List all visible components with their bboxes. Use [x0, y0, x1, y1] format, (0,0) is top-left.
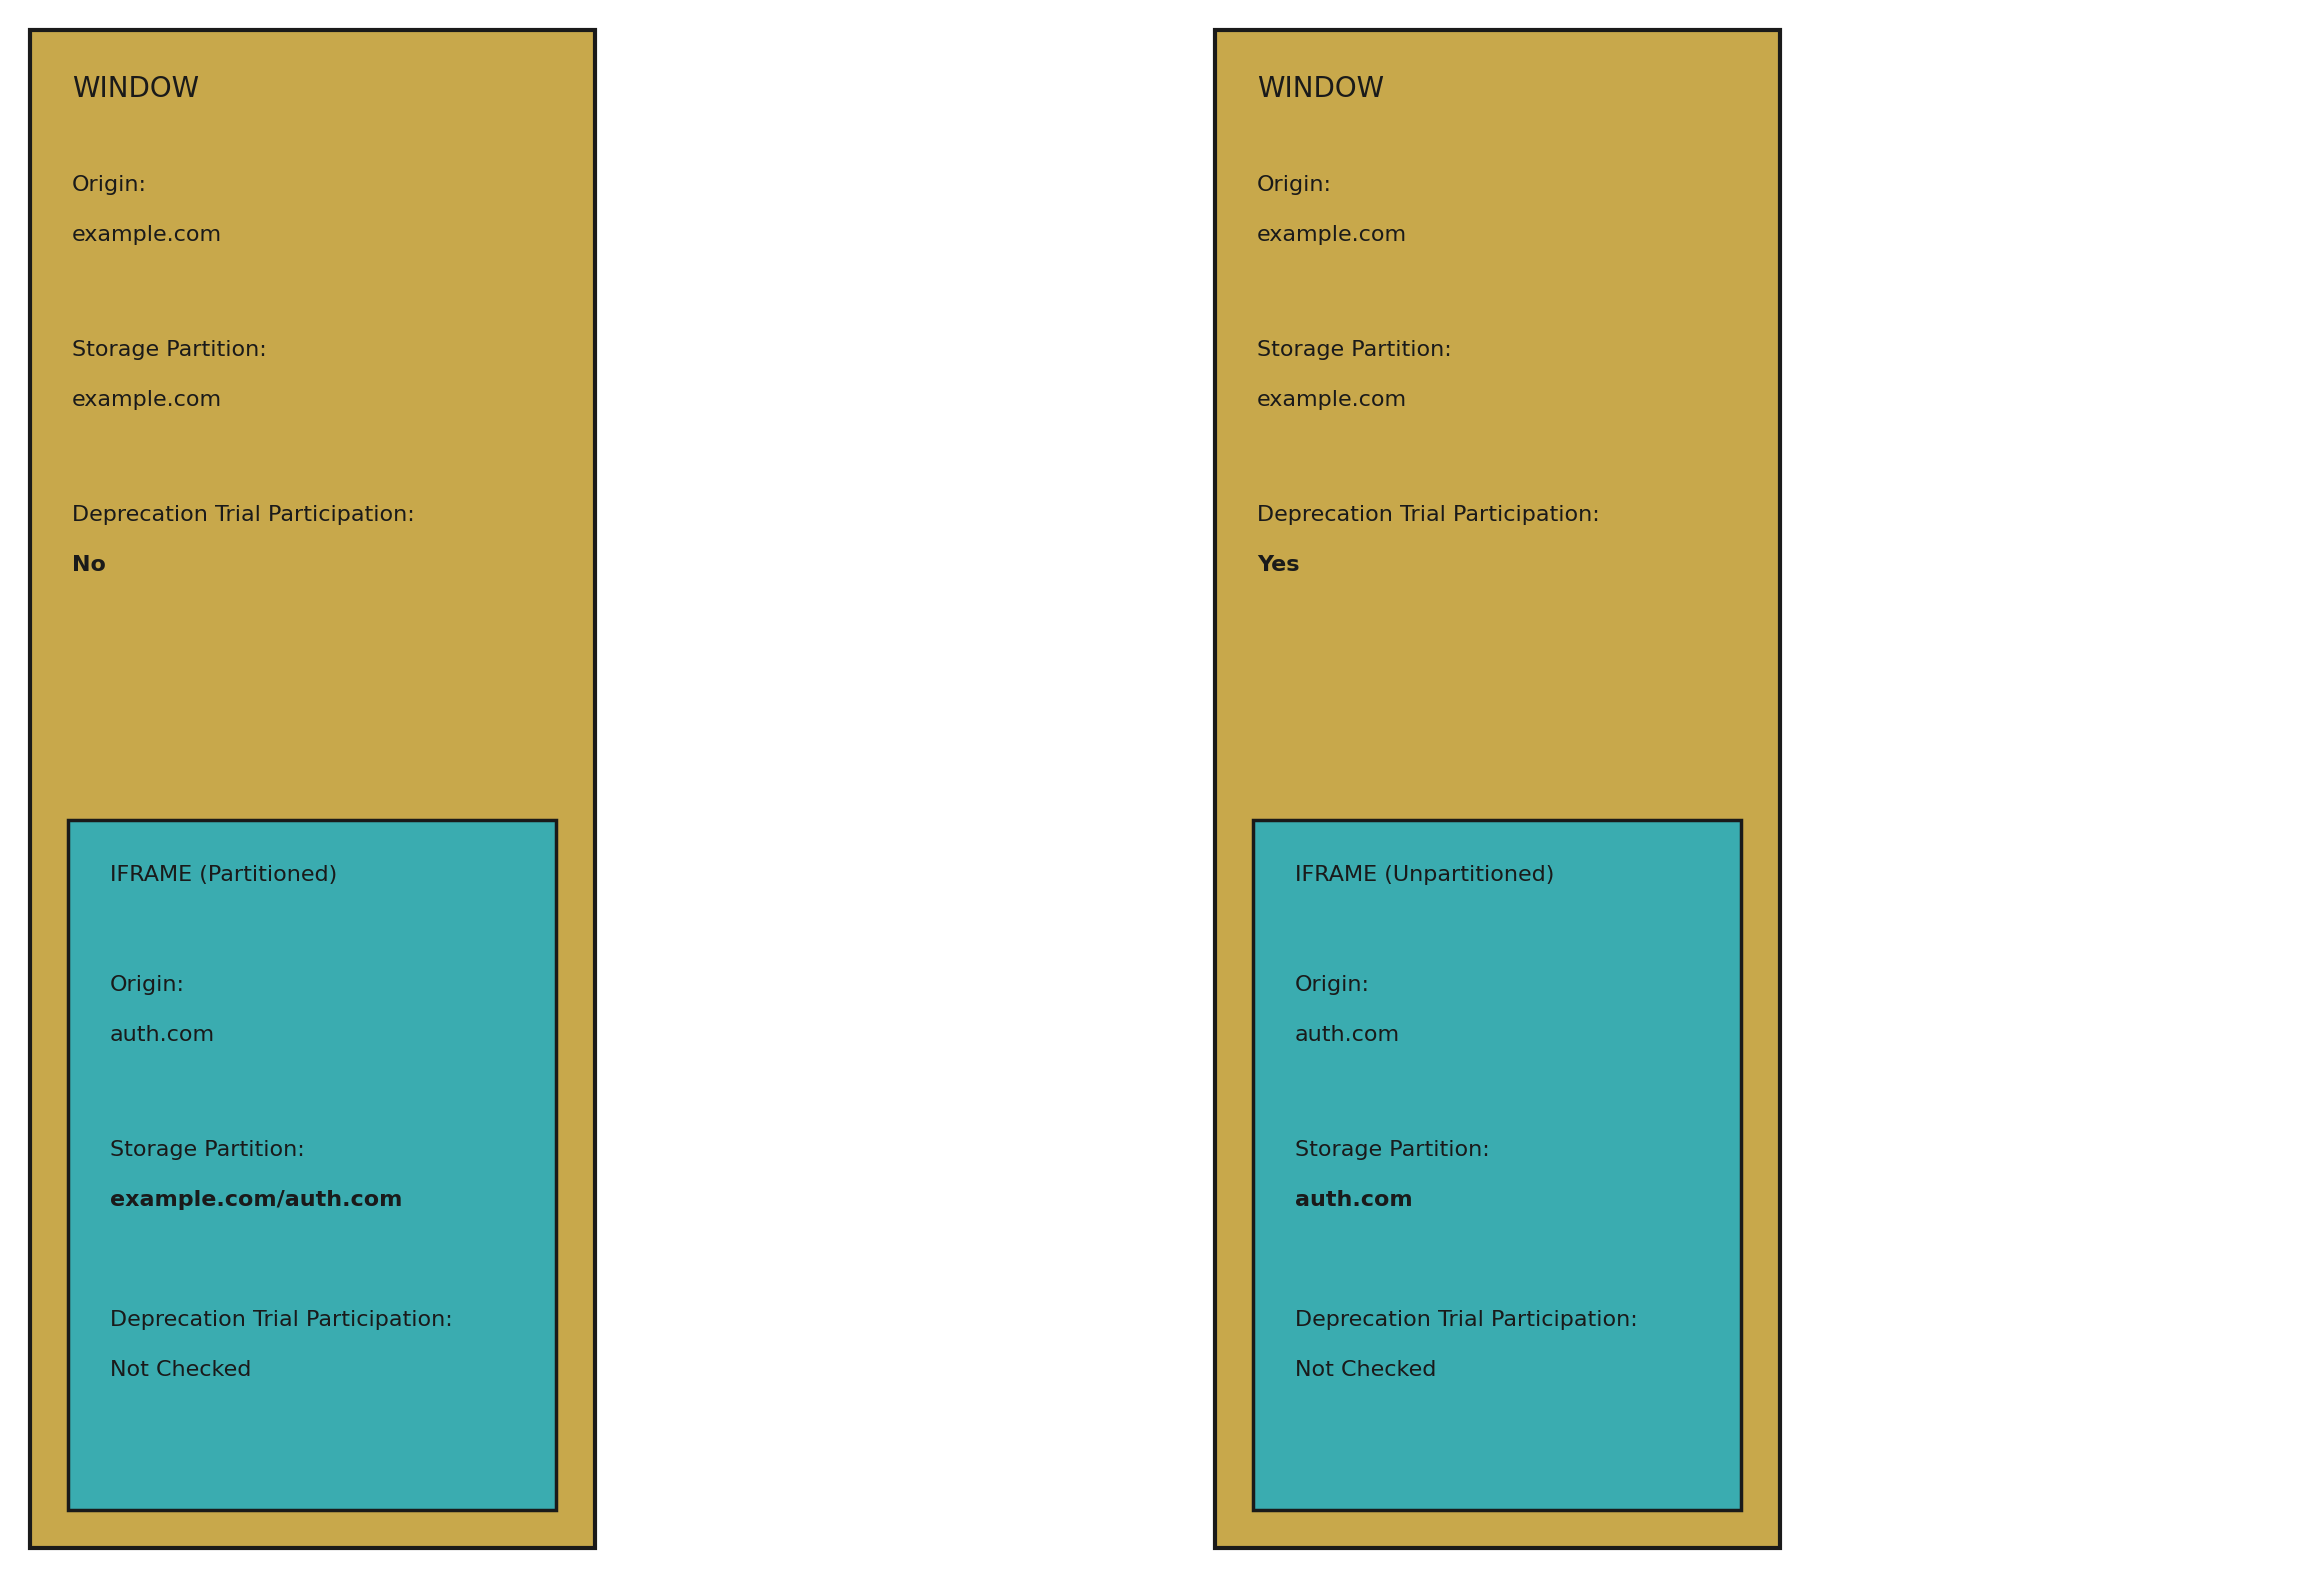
Text: example.com: example.com — [72, 226, 223, 245]
Text: Storage Partition:: Storage Partition: — [72, 339, 267, 360]
Text: IFRAME (Unpartitioned): IFRAME (Unpartitioned) — [1296, 865, 1553, 885]
Text: Deprecation Trial Participation:: Deprecation Trial Participation: — [1296, 1310, 1637, 1330]
Bar — [67, 821, 555, 1510]
Text: auth.com: auth.com — [1296, 1026, 1400, 1045]
Text: Deprecation Trial Participation:: Deprecation Trial Participation: — [72, 505, 416, 525]
Text: Origin:: Origin: — [109, 975, 186, 996]
Text: Storage Partition:: Storage Partition: — [1296, 1139, 1491, 1160]
Text: Origin:: Origin: — [1256, 175, 1333, 196]
Text: Deprecation Trial Participation:: Deprecation Trial Participation: — [1256, 505, 1600, 525]
Text: auth.com: auth.com — [109, 1026, 216, 1045]
Bar — [1214, 30, 1781, 1548]
Text: example.com: example.com — [72, 390, 223, 410]
Text: Storage Partition:: Storage Partition: — [1256, 339, 1451, 360]
Text: Origin:: Origin: — [72, 175, 146, 196]
Text: example.com: example.com — [1256, 226, 1407, 245]
Text: IFRAME (Partitioned): IFRAME (Partitioned) — [109, 865, 337, 885]
Bar — [30, 30, 594, 1548]
Text: WINDOW: WINDOW — [72, 76, 200, 103]
Text: example.com/auth.com: example.com/auth.com — [109, 1190, 402, 1210]
Text: Origin:: Origin: — [1296, 975, 1370, 996]
Text: No: No — [72, 555, 107, 574]
Text: auth.com: auth.com — [1296, 1190, 1412, 1210]
Text: Storage Partition:: Storage Partition: — [109, 1139, 304, 1160]
Text: example.com: example.com — [1256, 390, 1407, 410]
Text: WINDOW: WINDOW — [1256, 76, 1384, 103]
Text: Not Checked: Not Checked — [1296, 1360, 1437, 1381]
Bar — [1254, 821, 1742, 1510]
Text: Deprecation Trial Participation:: Deprecation Trial Participation: — [109, 1310, 453, 1330]
Text: Not Checked: Not Checked — [109, 1360, 251, 1381]
Text: Yes: Yes — [1256, 555, 1300, 574]
